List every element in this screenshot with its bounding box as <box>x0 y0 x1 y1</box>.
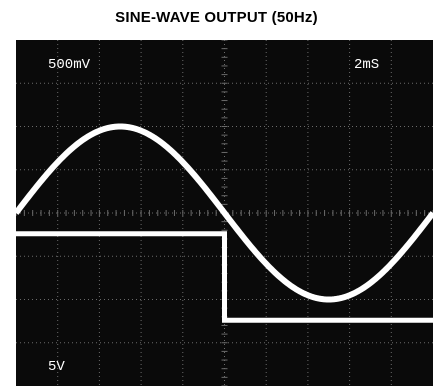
chart-title: SINE-WAVE OUTPUT (50Hz) <box>115 9 318 26</box>
timebase-scale-label: 2mS <box>354 57 379 73</box>
oscilloscope-screen: 500mV 2mS 5V <box>16 40 433 386</box>
sine-wave-trace <box>16 123 433 303</box>
traces <box>16 123 433 323</box>
channel2-scale-label: 5V <box>48 359 65 375</box>
channel1-scale-label: 500mV <box>48 57 91 73</box>
square-wave-trace <box>16 231 433 323</box>
scope-plot: 500mV 2mS 5V <box>16 40 433 386</box>
